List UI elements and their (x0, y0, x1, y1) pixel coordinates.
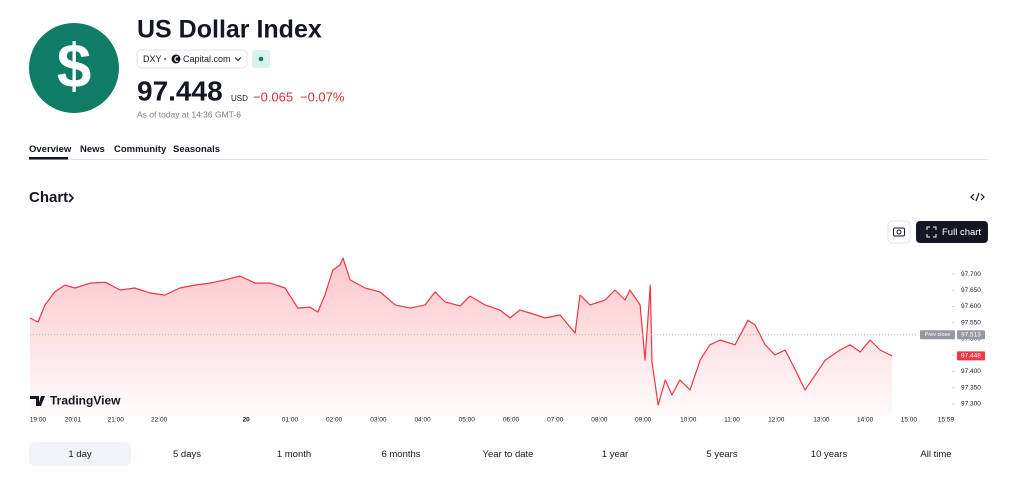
section-chevron (68, 193, 75, 203)
as-of: As of today at 14:36 GMT-6 (137, 109, 241, 119)
y-tick-label: 97.600 (961, 303, 981, 310)
ticker: DXY (143, 54, 162, 64)
y-tick-label: 97.650 (961, 287, 981, 294)
tab[interactable]: News (80, 144, 105, 155)
x-tick-label: 09:00 (635, 417, 652, 424)
x-tick-label: 20:01 (65, 417, 82, 424)
range-button[interactable]: 1 year (602, 449, 628, 460)
change-percent: −0.07% (300, 89, 345, 104)
tab[interactable]: Overview (29, 144, 72, 155)
source-logo (171, 54, 181, 64)
chart: 97.30097.35097.40097.45097.50097.55097.6… (29, 257, 985, 424)
last-price-tag (957, 351, 985, 361)
prev-close-value: 97.513 (961, 331, 981, 338)
x-tick-label: 08:00 (591, 417, 608, 424)
embed-icon[interactable] (970, 192, 985, 202)
prev-close-value-tag (957, 330, 985, 340)
price-line (29, 257, 893, 406)
area-fill (30, 258, 893, 415)
x-tick-label: 07:00 (547, 417, 564, 424)
ranges: 1 day 5 days 1 month 6 months Year to date 1 … (68, 449, 951, 460)
symbol-icon (29, 23, 119, 113)
title: US Dollar Index (137, 16, 322, 44)
source-logo-mark (174, 56, 179, 62)
camera-icon (893, 227, 905, 237)
ticker-pill[interactable] (136, 49, 248, 69)
source: Capital.com (183, 54, 231, 64)
x-tick-label: 15:00 (901, 417, 918, 424)
watermark-logo (30, 396, 45, 406)
separator (163, 57, 167, 61)
x-tick-label: 03:00 (370, 417, 387, 424)
x-tick-label: 13:00 (813, 417, 830, 424)
x-tick-label: 05:00 (459, 417, 476, 424)
price: 97.448 (137, 75, 223, 106)
x-tick-label: 11:00 (724, 417, 740, 424)
x-tick-label: 14:00 (857, 417, 874, 424)
range-button[interactable]: 5 years (706, 449, 737, 460)
range-button[interactable]: 1 month (277, 449, 311, 460)
chevron (234, 57, 242, 62)
y-tick-label: 97.350 (961, 384, 981, 391)
last-price-label: 97.448 (961, 353, 981, 360)
active-range (29, 442, 131, 466)
x-tick-label: 21:00 (108, 417, 125, 424)
change: −0.065 (253, 89, 293, 104)
x-tick-label: 06:00 (503, 417, 520, 424)
x-tick-label: 10:00 (680, 417, 697, 424)
range-button[interactable]: 5 days (173, 449, 201, 460)
x-tick-label: 19:00 (30, 417, 47, 424)
range-button[interactable]: Year to date (483, 449, 534, 460)
x-tick-label: 01:00 (282, 417, 299, 424)
x-tick-label: 04:00 (414, 417, 431, 424)
y-tick-label: 97.300 (961, 401, 981, 408)
x-tick-label: 12:00 (768, 417, 785, 424)
range-button[interactable]: 1 day (68, 449, 91, 460)
x-tick-label: 22:00 (151, 417, 168, 424)
status-dot (258, 56, 264, 62)
y-tick-label: 97.400 (961, 368, 981, 375)
range-button[interactable]: All time (920, 449, 951, 460)
currency: USD (231, 94, 248, 103)
tab[interactable]: Community (114, 144, 167, 155)
y-tick-label: 97.700 (961, 271, 981, 278)
x-tick-label: 02:00 (326, 417, 343, 424)
watermark: TradingView (50, 394, 121, 408)
prev-close-label: Prev close (925, 332, 951, 338)
range-button[interactable]: 10 years (811, 449, 848, 460)
camera-lens (896, 229, 902, 235)
snapshot-button[interactable] (887, 220, 911, 244)
x-tick-label: 20 (243, 417, 251, 424)
tabs: Overview News Community Seasonals (29, 144, 220, 155)
symbol-glyph: $ (57, 32, 91, 101)
active-tab-underline (29, 157, 68, 160)
tab[interactable]: Seasonals (173, 144, 220, 155)
full-chart-label: Full chart (942, 227, 981, 238)
y-tick-label: 97.550 (961, 319, 981, 326)
range-button[interactable]: 6 months (381, 449, 420, 460)
full-chart-icon (926, 226, 937, 238)
x-tick-label: 15:59 (938, 417, 955, 424)
section-title[interactable]: Chart (29, 189, 68, 206)
prev-close-tag (920, 330, 955, 340)
